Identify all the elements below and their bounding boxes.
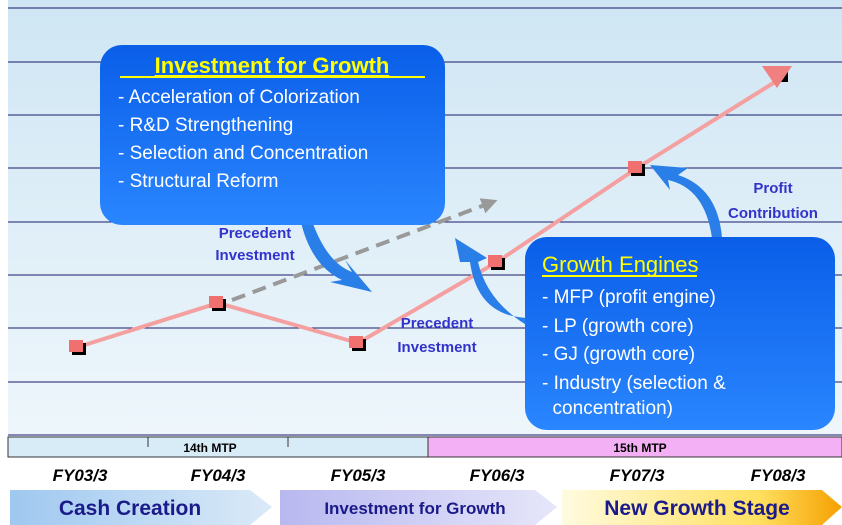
investment-box [100, 45, 445, 225]
stage-label: Cash Creation [59, 497, 201, 520]
box-item: - GJ (growth core) [542, 344, 695, 365]
stage-label: New Growth Stage [604, 497, 790, 520]
annotation: Profit [753, 180, 792, 197]
box-item: - Structural Reform [118, 171, 278, 192]
mtp-label: 14th MTP [183, 441, 236, 455]
box-item: - R&D Strengthening [118, 115, 293, 136]
year-label: FY08/3 [751, 466, 806, 485]
stage-arrow [562, 490, 842, 525]
stage-label: Investment for Growth [324, 499, 505, 518]
year-label: FY05/3 [331, 466, 386, 485]
annotation: Investment [215, 247, 294, 264]
box-item: - MFP (profit engine) [542, 287, 716, 308]
mtp-label: 15th MTP [613, 441, 666, 455]
curved-arrows [300, 165, 722, 330]
engines-box [525, 237, 835, 430]
box-item: concentration) [542, 398, 673, 419]
stage-arrow [280, 490, 557, 525]
year-label: FY04/3 [191, 466, 246, 485]
box-title: Investment for Growth [155, 53, 390, 78]
trend-line [77, 80, 777, 349]
year-label: FY06/3 [470, 466, 525, 485]
box-item: - Industry (selection & [542, 373, 726, 394]
box-item: - Acceleration of Colorization [118, 87, 360, 108]
annotation: Precedent [401, 315, 474, 332]
box-item: - Selection and Concentration [118, 143, 368, 164]
annotation: Precedent [219, 225, 292, 242]
mtp-15-band [427, 436, 842, 458]
annotation: Investment [397, 339, 476, 356]
year-label: FY07/3 [610, 466, 665, 485]
box-item: - LP (growth core) [542, 316, 694, 337]
annotation: Contribution [728, 205, 818, 222]
dashed-arrow [231, 198, 498, 302]
stage-arrow [10, 490, 272, 525]
markers [69, 66, 792, 355]
year-label: FY03/3 [53, 466, 108, 485]
box-title: Growth Engines [542, 252, 699, 277]
